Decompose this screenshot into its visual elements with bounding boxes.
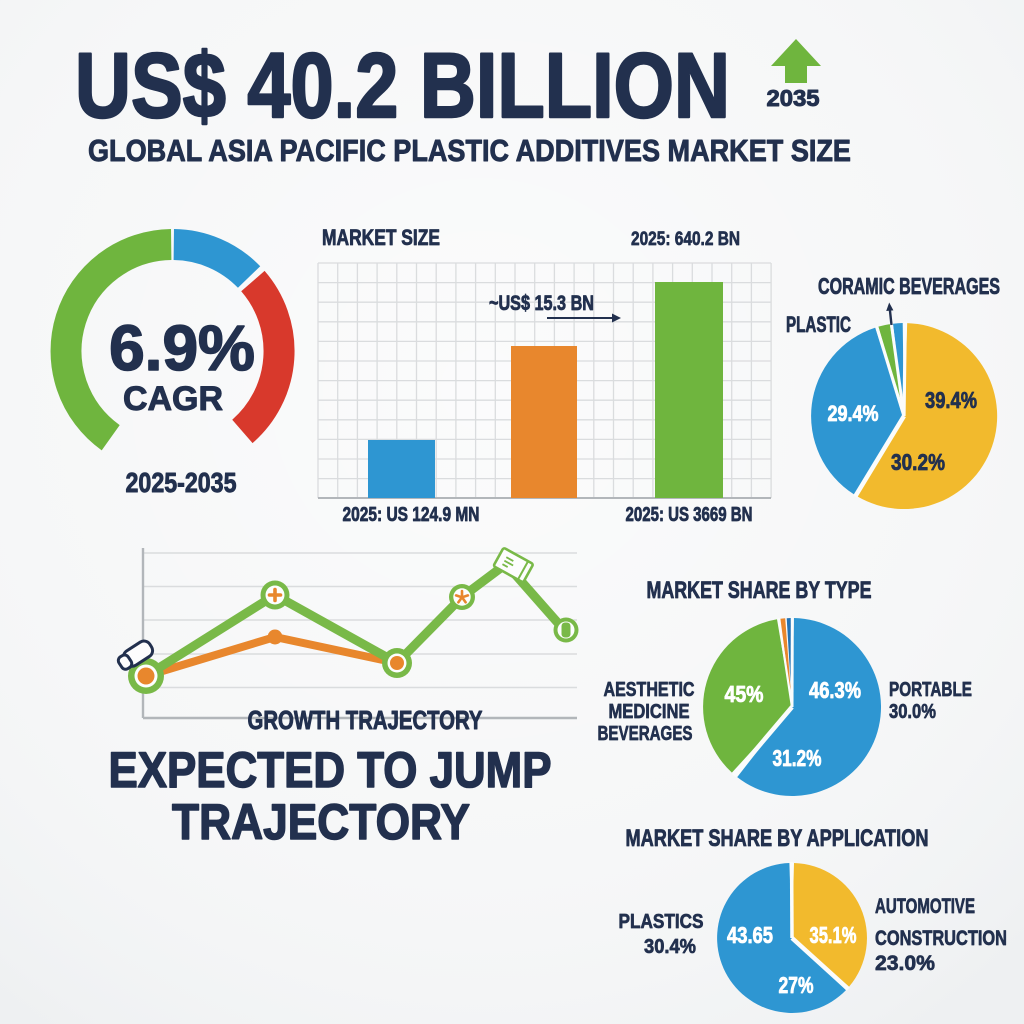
svg-text:30.0%: 30.0% [889, 701, 936, 723]
svg-text:GLOBAL ASIA PACIFIC PLASTIC AD: GLOBAL ASIA PACIFIC PLASTIC ADDITIVES MA… [88, 133, 851, 168]
svg-text:6.9%: 6.9% [109, 312, 255, 384]
svg-text:MARKET SHARE BY TYPE: MARKET SHARE BY TYPE [647, 577, 872, 604]
svg-text:CORAMIC BEVERAGES: CORAMIC BEVERAGES [818, 273, 1000, 299]
svg-text:CAGR: CAGR [123, 380, 223, 418]
svg-text:27%: 27% [779, 972, 814, 998]
svg-text:46.3%: 46.3% [809, 677, 861, 703]
svg-text:MEDICINE: MEDICINE [609, 701, 690, 723]
svg-text:2025: US 124.9 MN: 2025: US 124.9 MN [343, 504, 480, 526]
svg-text:2025: US 3669 BN: 2025: US 3669 BN [626, 504, 753, 526]
svg-text:29.4%: 29.4% [828, 401, 879, 426]
svg-text:AUTOMOTIVE: AUTOMOTIVE [875, 895, 975, 918]
svg-text:39.4%: 39.4% [925, 387, 977, 413]
svg-text:US$ 40.2 BILLION: US$ 40.2 BILLION [75, 35, 730, 137]
svg-text:35.1%: 35.1% [810, 922, 857, 948]
svg-text:2025: 640.2 BN: 2025: 640.2 BN [631, 229, 740, 250]
svg-text:2035: 2035 [767, 85, 820, 111]
svg-text:MARKET SHARE BY APPLICATION: MARKET SHARE BY APPLICATION [626, 825, 929, 852]
svg-text:CONSTRUCTION: CONSTRUCTION [875, 927, 1007, 950]
svg-text:30.4%: 30.4% [644, 936, 696, 958]
svg-text:PLASTICS: PLASTICS [619, 911, 704, 933]
svg-text:2025-2035: 2025-2035 [126, 467, 237, 498]
svg-text:TRAJECTORY: TRAJECTORY [172, 794, 470, 850]
svg-text:30.2%: 30.2% [891, 449, 945, 475]
svg-text:23.0%: 23.0% [875, 952, 935, 975]
svg-text:~US$ 15.3 BN: ~US$ 15.3 BN [489, 292, 594, 315]
svg-text:AESTHETIC: AESTHETIC [604, 679, 695, 701]
svg-text:43.65: 43.65 [727, 922, 773, 948]
svg-text:BEVERAGES: BEVERAGES [598, 723, 693, 745]
svg-text:PORTABLE: PORTABLE [889, 679, 972, 701]
svg-text:EXPECTED TO JUMP: EXPECTED TO JUMP [109, 742, 552, 798]
svg-text:45%: 45% [725, 681, 764, 707]
svg-text:GROWTH TRAJECTORY: GROWTH TRAJECTORY [248, 705, 483, 735]
svg-text:31.2%: 31.2% [773, 745, 822, 771]
svg-text:PLASTIC: PLASTIC [786, 312, 851, 337]
svg-text:MARKET SIZE: MARKET SIZE [322, 225, 440, 250]
